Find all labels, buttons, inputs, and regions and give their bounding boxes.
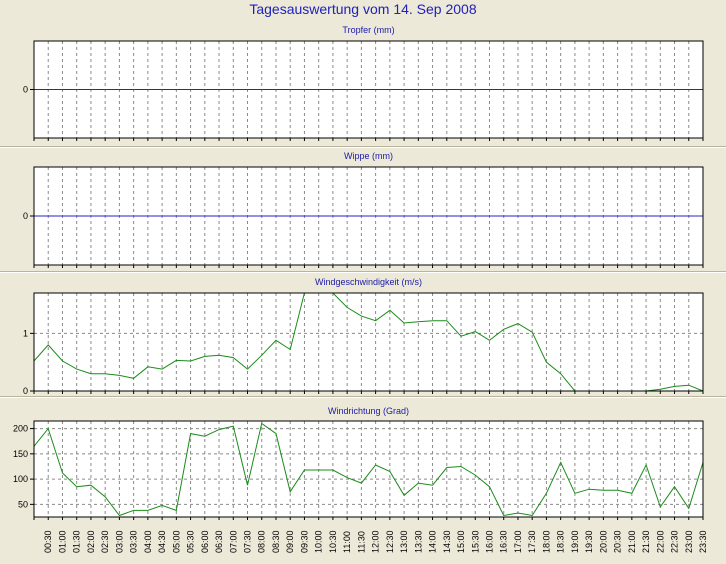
x-tick-label: 19:30 — [584, 530, 594, 553]
x-tick-label: 15:30 — [470, 530, 480, 553]
x-tick-label: 05:00 — [171, 530, 181, 553]
x-tick-label: 23:30 — [698, 530, 708, 553]
x-tick-label: 16:00 — [484, 530, 494, 553]
x-tick-label: 04:00 — [143, 530, 153, 553]
chart-title: Windrichtung (Grad) — [328, 406, 409, 416]
x-tick-label: 18:30 — [556, 530, 566, 553]
x-tick-label: 13:00 — [399, 530, 409, 553]
x-tick-label: 09:30 — [299, 530, 309, 553]
plot-frame — [33, 166, 704, 266]
x-tick-label: 11:30 — [356, 531, 366, 553]
y-tick-label: 0 — [23, 211, 28, 221]
x-tick-label: 01:00 — [57, 530, 67, 553]
plot-area — [34, 421, 703, 517]
y-tick-label: 1 — [23, 328, 28, 338]
x-tick-label: 05:30 — [186, 530, 196, 553]
x-tick-label: 02:00 — [86, 530, 96, 553]
x-tick-label: 12:30 — [385, 530, 395, 553]
x-tick-label: 16:30 — [499, 530, 509, 553]
x-tick-label: 20:30 — [613, 530, 623, 553]
x-tick-label: 08:30 — [271, 530, 281, 553]
x-tick-label: 21:30 — [641, 530, 651, 553]
plot-frame — [33, 420, 704, 518]
panel-separator — [0, 146, 726, 148]
x-tick-label: 14:00 — [428, 530, 438, 553]
x-tick-label: 21:00 — [627, 530, 637, 553]
y-tick-label: 50 — [18, 499, 28, 509]
x-tick-label: 15:00 — [456, 530, 466, 553]
x-tick-label: 07:30 — [243, 530, 253, 553]
y-tick-label: 200 — [13, 424, 28, 434]
x-tick-label: 18:00 — [541, 530, 551, 553]
x-tick-label: 00:30 — [43, 530, 53, 553]
x-tick-label: 19:00 — [570, 530, 580, 553]
panel-separator — [0, 396, 726, 398]
series-line — [33, 422, 704, 517]
plot-frame — [33, 40, 704, 139]
plot-area — [34, 293, 703, 391]
page-title: Tagesauswertung vom 14. Sep 2008 — [249, 1, 477, 17]
x-tick-label: 06:30 — [214, 530, 224, 553]
x-tick-label: 04:30 — [157, 530, 167, 553]
y-tick-label: 100 — [13, 474, 28, 484]
x-tick-label: 03:30 — [129, 530, 139, 553]
x-tick-label: 13:30 — [413, 530, 423, 553]
x-tick-label: 10:30 — [328, 530, 338, 553]
x-tick-label: 10:00 — [314, 530, 324, 553]
y-tick-label: 0 — [23, 85, 28, 95]
chart-title: Windgeschwindigkeit (m/s) — [315, 277, 422, 287]
x-tick-label: 08:00 — [257, 530, 267, 553]
x-tick-label: 03:00 — [114, 530, 124, 553]
chart-title: Wippe (mm) — [344, 151, 393, 161]
x-tick-label: 14:30 — [442, 530, 452, 553]
x-tick-label: 07:00 — [228, 530, 238, 553]
x-tick-label: 09:00 — [285, 530, 295, 553]
x-tick-label: 06:00 — [200, 530, 210, 553]
chart-panel: Tropfer (mm) 0 — [23, 25, 704, 141]
x-tick-label: 11:00 — [342, 531, 352, 553]
chart-title: Tropfer (mm) — [342, 25, 394, 35]
x-tick-label: 23:00 — [684, 530, 694, 553]
x-tick-label: 22:30 — [670, 530, 680, 553]
x-tick-label: 20:00 — [598, 530, 608, 553]
x-tick-label: 01:30 — [72, 530, 82, 553]
chart-panel: Windgeschwindigkeit (m/s) 0 1 — [23, 277, 704, 396]
plot-frame — [33, 292, 704, 392]
x-tick-label: 22:00 — [655, 530, 665, 553]
x-tick-label: 17:30 — [527, 530, 537, 553]
y-tick-label: 150 — [13, 449, 28, 459]
x-tick-label: 17:00 — [513, 530, 523, 553]
x-tick-label: 12:00 — [371, 530, 381, 553]
y-tick-label: 0 — [23, 386, 28, 396]
panel-separator — [0, 271, 726, 273]
x-tick-label: 02:30 — [100, 530, 110, 553]
chart-panel: Wippe (mm) 0 — [23, 151, 704, 268]
chart-panel: Windrichtung (Grad) 50 100 150 200 — [13, 406, 704, 520]
